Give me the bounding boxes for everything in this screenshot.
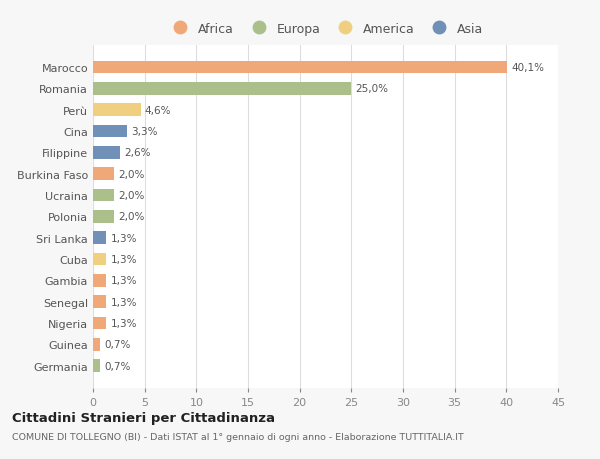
Text: 2,0%: 2,0% (118, 212, 144, 222)
Bar (93, 83, 352, 95)
Text: 4,6%: 4,6% (145, 106, 171, 115)
Text: 3,3%: 3,3% (131, 127, 158, 137)
Text: 40,1%: 40,1% (511, 63, 545, 73)
Text: 0,7%: 0,7% (104, 361, 131, 371)
Bar (93, 168, 113, 181)
Text: 25,0%: 25,0% (355, 84, 388, 94)
Text: 1,3%: 1,3% (110, 233, 137, 243)
Text: Cittadini Stranieri per Cittadinanza: Cittadini Stranieri per Cittadinanza (12, 411, 275, 424)
Bar (93, 338, 100, 351)
Text: 2,0%: 2,0% (118, 169, 144, 179)
Bar (93, 125, 127, 138)
Bar (93, 232, 106, 245)
Bar (93, 62, 508, 74)
Bar (93, 317, 106, 330)
Text: 1,3%: 1,3% (110, 319, 137, 328)
Text: 2,0%: 2,0% (118, 190, 144, 201)
Text: 2,6%: 2,6% (124, 148, 151, 158)
Bar (93, 296, 106, 308)
Bar (93, 104, 140, 117)
Bar (93, 359, 100, 372)
Text: 1,3%: 1,3% (110, 297, 137, 307)
Bar (93, 146, 120, 159)
Bar (93, 274, 106, 287)
Text: 0,7%: 0,7% (104, 340, 131, 350)
Bar (93, 211, 113, 223)
Legend: Africa, Europa, America, Asia: Africa, Europa, America, Asia (166, 20, 485, 38)
Text: 1,3%: 1,3% (110, 276, 137, 286)
Text: 1,3%: 1,3% (110, 254, 137, 264)
Bar (93, 253, 106, 266)
Text: COMUNE DI TOLLEGNO (BI) - Dati ISTAT al 1° gennaio di ogni anno - Elaborazione T: COMUNE DI TOLLEGNO (BI) - Dati ISTAT al … (12, 432, 464, 442)
Bar (93, 189, 113, 202)
